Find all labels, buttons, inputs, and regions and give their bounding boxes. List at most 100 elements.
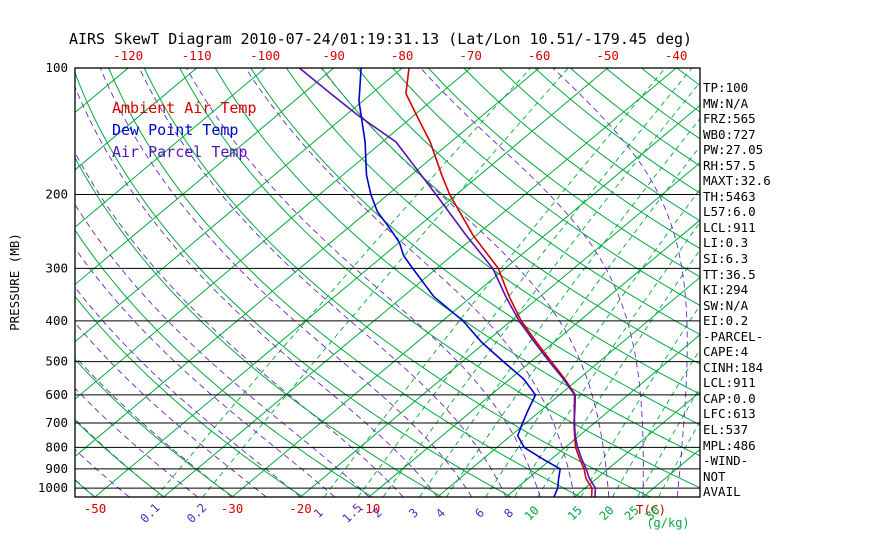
dry-adiabat-line bbox=[179, 68, 700, 489]
stat-line: MAXT:32.6 bbox=[703, 173, 771, 189]
chart-title: AIRS SkewT Diagram 2010-07-24/01:19:31.1… bbox=[68, 30, 693, 48]
mixing-ratio-line bbox=[357, 68, 693, 497]
dry-adiabat-line bbox=[75, 419, 165, 497]
mixing-ratio-label: 20 bbox=[597, 503, 617, 523]
dry-adiabat-line bbox=[143, 68, 651, 497]
dry-adiabat-line bbox=[75, 229, 373, 497]
stat-line: EL:537 bbox=[703, 422, 749, 438]
top-temp-tick-label: -80 bbox=[391, 48, 414, 63]
pressure-tick-label: 600 bbox=[45, 387, 68, 402]
stat-line: AVAIL bbox=[703, 484, 741, 500]
stat-line: MW:N/A bbox=[703, 95, 749, 111]
pressure-tick-label: 200 bbox=[45, 186, 68, 201]
bottom-temp-tick-label: -10 bbox=[358, 501, 381, 516]
top-temp-tick-label: -110 bbox=[182, 48, 212, 63]
pressure-tick-label: 700 bbox=[45, 415, 68, 430]
mixing-ratio-line bbox=[323, 68, 666, 497]
stat-line: -WIND- bbox=[703, 453, 749, 469]
top-temp-tick-label: -50 bbox=[596, 48, 619, 63]
stat-line: CAPE:4 bbox=[703, 344, 749, 360]
isotherm-line bbox=[75, 68, 540, 458]
pressure-tick-label: 300 bbox=[45, 260, 68, 275]
legend-ambient-air-temp: Ambient Air Temp bbox=[112, 99, 257, 117]
dry-adiabat-line bbox=[498, 68, 700, 222]
mixing-ratio-line bbox=[514, 221, 700, 497]
moist-adiabat-line bbox=[75, 286, 301, 497]
mixing-ratio-label: 4 bbox=[433, 506, 448, 521]
dry-adiabat-line bbox=[75, 156, 443, 497]
sounding-traces bbox=[298, 68, 597, 497]
stat-line: SI:6.3 bbox=[703, 251, 749, 267]
pressure-tick-label: 800 bbox=[45, 439, 68, 454]
legend-dew-point-temp: Dew Point Temp bbox=[112, 121, 239, 139]
stat-line: CINH:184 bbox=[703, 359, 764, 375]
mixing-ratio-line bbox=[155, 68, 531, 497]
bottom-temp-tick-label: -30 bbox=[221, 501, 244, 516]
mixing-ratio-label: 0.1 bbox=[137, 501, 162, 526]
trace-air-parcel-temp bbox=[298, 68, 597, 497]
dry-adiabat-line bbox=[356, 68, 700, 336]
pressure-tick-label: 500 bbox=[45, 354, 68, 369]
top-temp-tick-label: -60 bbox=[528, 48, 551, 63]
isotherm-line bbox=[574, 391, 700, 497]
mixing-ratio-label: 0.2 bbox=[184, 501, 209, 526]
stat-line: KI:294 bbox=[703, 282, 749, 298]
bottom-temp-tick-label: -20 bbox=[289, 501, 312, 516]
top-temp-tick-label: -120 bbox=[113, 48, 143, 63]
mixing-ratio-label: 6 bbox=[472, 506, 487, 521]
stat-line: L57:6.0 bbox=[703, 204, 756, 220]
mixing-ratio-line bbox=[382, 81, 700, 497]
mixing-ratio-label: 10 bbox=[522, 503, 542, 523]
axis-labels: 100 200 300 400 500 600 700 800 900 1000 PRESSURE … bbox=[7, 48, 690, 530]
mixing-ratio-label: 1 bbox=[311, 506, 326, 521]
mixing-ratio-line bbox=[612, 348, 700, 497]
moist-adiabat-line bbox=[420, 68, 644, 497]
isotherm-line bbox=[75, 68, 335, 286]
dry-adiabat-line bbox=[463, 68, 700, 250]
top-temp-tick-label: -100 bbox=[250, 48, 280, 63]
moist-adiabat-line bbox=[75, 85, 438, 497]
pressure-tick-label: 400 bbox=[45, 313, 68, 328]
plot-border bbox=[74, 67, 701, 498]
stat-line: TT:36.5 bbox=[703, 266, 756, 282]
pressure-tick-label: 100 bbox=[45, 60, 68, 75]
stat-line: WB0:727 bbox=[703, 126, 756, 142]
stat-line: FRZ:565 bbox=[703, 111, 756, 127]
dry-adiabat-line bbox=[75, 71, 512, 497]
isotherm-line bbox=[75, 68, 266, 228]
stat-line: LCL:911 bbox=[703, 375, 756, 391]
legend-air-parcel-temp: Air Parcel Temp bbox=[112, 143, 248, 161]
stat-line: LCL:911 bbox=[703, 219, 756, 235]
mixing-ratio-label: 3 bbox=[406, 506, 421, 521]
mixing-ratio-label: 15 bbox=[565, 503, 585, 523]
mixing-ratio-line bbox=[537, 249, 700, 497]
top-temp-tick-label: -40 bbox=[665, 48, 688, 63]
temp-axis-unit-label: T(C) bbox=[636, 502, 666, 517]
top-temp-tick-label: -70 bbox=[459, 48, 482, 63]
isotherm-line bbox=[75, 68, 403, 343]
dry-adiabat-line bbox=[392, 68, 700, 307]
isotherm-line bbox=[231, 104, 700, 497]
trace-dew-point-temp bbox=[358, 68, 562, 497]
moist-adiabat-line bbox=[245, 68, 575, 497]
mixing-ratio-label: 8 bbox=[501, 506, 516, 521]
stat-line: LI:0.3 bbox=[703, 235, 749, 251]
stat-line: RH:57.5 bbox=[703, 157, 756, 173]
mixing-ratio-line bbox=[485, 188, 700, 497]
bottom-temp-tick-label: -50 bbox=[84, 501, 107, 516]
moist-adiabat-line bbox=[75, 247, 336, 497]
dry-adiabat-line bbox=[108, 68, 582, 497]
stat-line: CAP:0.0 bbox=[703, 390, 756, 406]
dry-adiabat-line bbox=[250, 68, 700, 426]
stat-line: MPL:486 bbox=[703, 437, 756, 453]
pressure-tick-label: 900 bbox=[45, 461, 68, 476]
isotherm-line bbox=[368, 219, 700, 497]
moist-adiabat-line bbox=[99, 68, 473, 497]
moist-adiabat-line bbox=[186, 68, 541, 497]
dry-adiabat-line bbox=[321, 68, 700, 365]
isotherm-line bbox=[75, 68, 472, 400]
stat-line: TP:100 bbox=[703, 80, 749, 95]
moist-adiabat-line bbox=[75, 322, 267, 497]
